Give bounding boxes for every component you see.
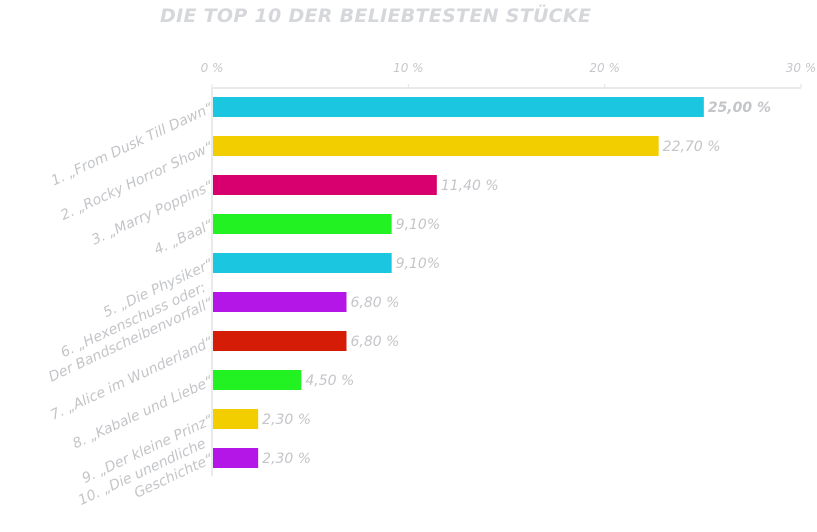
- bar: [213, 292, 347, 312]
- x-tick-label: 10 %: [393, 61, 424, 75]
- bar-value-label: 11,40 %: [441, 178, 499, 194]
- category-labels: 1. „From Dusk Till Dawn“2. „Rocky Horror…: [46, 100, 217, 509]
- bar: [213, 253, 392, 273]
- bar: [213, 175, 437, 195]
- x-axis: 0 % 10 % 20 % 30 %: [201, 61, 817, 476]
- bar: [213, 214, 392, 234]
- bar-value-label: 6,80 %: [351, 295, 400, 311]
- bar: [213, 409, 259, 429]
- x-tick-label: 30 %: [786, 61, 817, 75]
- bar-value-label: 9,10%: [396, 217, 440, 233]
- bar-value-label: 25,00 %: [708, 100, 771, 116]
- bar-value-label: 6,80 %: [351, 334, 400, 350]
- bar: [213, 136, 659, 156]
- bar-value-label: 2,30 %: [262, 412, 311, 428]
- chart-title: DIE TOP 10 DER BELIEBTESTEN STÜCKE: [160, 3, 591, 27]
- bar-value-label: 9,10%: [396, 256, 440, 272]
- bar: [213, 97, 704, 117]
- x-tick-label: 0 %: [201, 61, 224, 75]
- bar-value-label: 2,30 %: [262, 451, 311, 467]
- bar-series: 25,00 % 22,70 % 11,40 % 9,10% 9,10% 6,80 % 6,8…: [213, 97, 771, 468]
- category-label-line: 4. „Baal“: [152, 217, 217, 258]
- bar: [213, 331, 347, 351]
- category-label: 4. „Baal“: [152, 217, 217, 258]
- bar: [213, 448, 259, 468]
- bar-value-label: 22,70 %: [663, 139, 721, 155]
- bar-value-label: 4,50 %: [305, 373, 354, 389]
- category-label-text: 4. „Baal“: [152, 217, 217, 258]
- bar: [213, 370, 302, 390]
- x-tick-label: 20 %: [589, 61, 620, 75]
